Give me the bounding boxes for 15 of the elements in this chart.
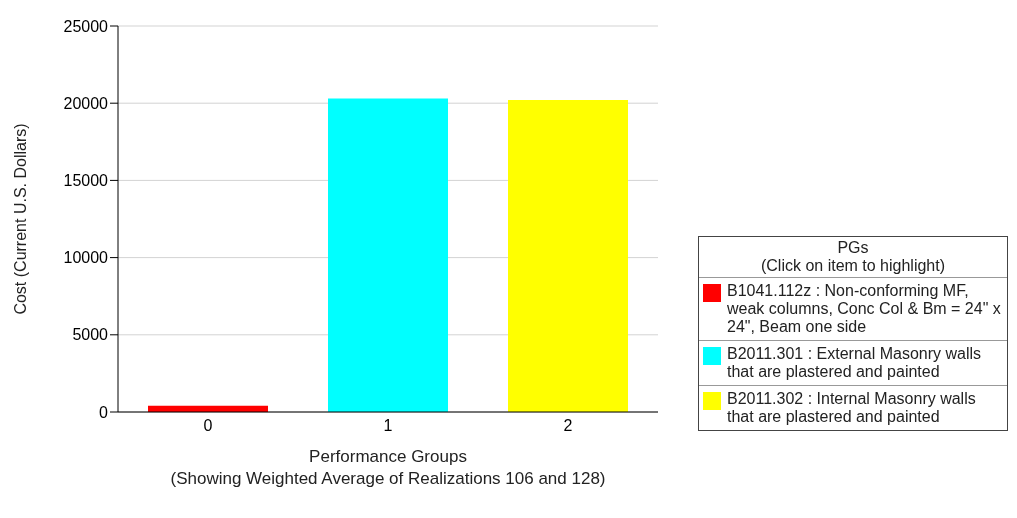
x-tick-label: 0 bbox=[203, 417, 213, 435]
y-tick-label: 5000 bbox=[72, 326, 109, 344]
legend-label: B2011.302 : Internal Masonry walls that are plastered and painted bbox=[727, 390, 977, 426]
y-tick-label: 15000 bbox=[63, 172, 109, 190]
y-tick-label: 10000 bbox=[63, 249, 109, 267]
legend-title: PGs (Click on item to highlight) bbox=[699, 237, 1007, 278]
y-tick-label: 25000 bbox=[63, 17, 109, 35]
x-tick-label: 2 bbox=[563, 417, 573, 435]
legend-label: B1041.112z : Non-conforming MF, weak columns, Conc Col & Bm = 24" x 24", Beam one side bbox=[727, 282, 1002, 336]
legend-label: B2011.301 : External Masonry walls that are plastered and painted bbox=[727, 345, 983, 381]
x-tick-label: 1 bbox=[383, 417, 393, 435]
y-tick-label: 20000 bbox=[63, 94, 109, 112]
y-tick-label: 0 bbox=[99, 403, 109, 421]
y-axis-title: Cost (Current U.S. Dollars) bbox=[11, 123, 29, 315]
x-axis-title: Performance Groups (Showing Weighted Average of Realizations 106 and 128) bbox=[170, 447, 606, 488]
